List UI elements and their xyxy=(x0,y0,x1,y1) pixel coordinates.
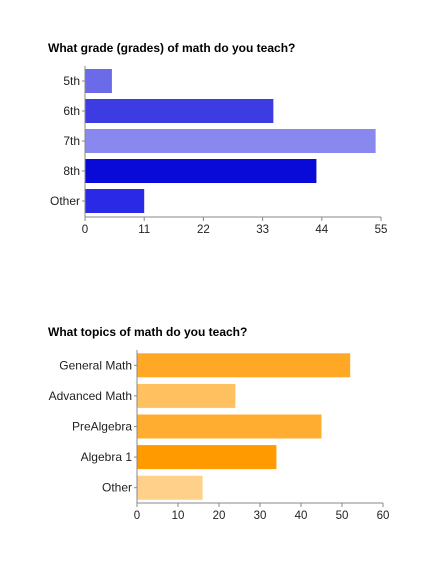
grade-category-label: 8th xyxy=(63,164,80,178)
grade-x-tick-label: 22 xyxy=(197,224,210,236)
topics-x-tick-label: 20 xyxy=(213,510,226,522)
topics-x-tick-label: 50 xyxy=(336,510,349,522)
grade-x-tick-label: 11 xyxy=(138,224,150,236)
grade-bar-other xyxy=(85,189,145,213)
topics-chart: What topics of math do you teach? Genera… xyxy=(48,325,389,522)
topics-category-label: Other xyxy=(102,481,132,495)
grade-category-label: 7th xyxy=(63,134,80,148)
grade-chart-title: What grade (grades) of math do you teach… xyxy=(48,41,295,55)
grade-x-tick-label: 44 xyxy=(315,224,328,236)
topics-x-tick-label: 10 xyxy=(172,510,185,522)
grade-bar-6th xyxy=(85,99,274,123)
grade-x-tick-label: 0 xyxy=(82,224,88,236)
grade-category-label: 6th xyxy=(63,104,80,118)
topics-category-label: Advanced Math xyxy=(49,389,132,403)
grade-x-tick-label: 55 xyxy=(375,224,388,236)
topics-bar-other xyxy=(137,475,203,500)
grade-bar-8th xyxy=(85,159,317,183)
grade-category-label: Other xyxy=(50,194,80,208)
grade-x-tick-label: 33 xyxy=(256,224,269,236)
grade-bar-7th xyxy=(85,129,376,153)
grade-chart: What grade (grades) of math do you teach… xyxy=(48,41,387,236)
topics-bar-advanced-math xyxy=(137,383,236,408)
topics-category-label: PreAlgebra xyxy=(72,420,132,434)
topics-x-tick-label: 30 xyxy=(254,510,267,522)
grade-bar-5th xyxy=(85,69,112,93)
topics-x-tick-label: 60 xyxy=(377,510,390,522)
topics-chart-title: What topics of math do you teach? xyxy=(48,325,247,339)
topics-x-tick-label: 40 xyxy=(295,510,308,522)
topics-bar-general-math xyxy=(137,353,351,378)
topics-category-label: General Math xyxy=(59,358,132,372)
topics-x-tick-label: 0 xyxy=(134,510,140,522)
topics-category-label: Algebra 1 xyxy=(81,450,133,464)
topics-bar-algebra-1 xyxy=(137,445,277,470)
grade-category-label: 5th xyxy=(63,74,80,88)
topics-bar-prealgebra xyxy=(137,414,322,439)
